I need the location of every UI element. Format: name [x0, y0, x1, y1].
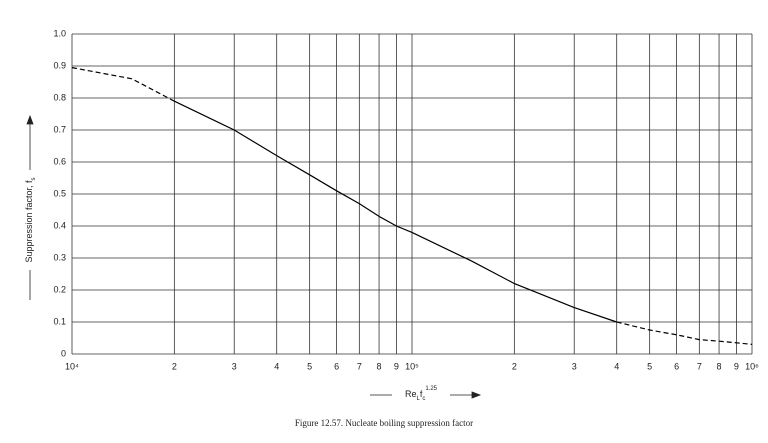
y-axis-label-part: s — [31, 177, 37, 180]
x-tick-label: 3 — [232, 361, 237, 371]
x-tick-label: 5 — [647, 361, 652, 371]
y-tick-label: 0.5 — [53, 188, 66, 198]
x-tick-label: 7 — [697, 361, 702, 371]
curve — [616, 321, 753, 345]
curve — [174, 100, 617, 323]
x-tick-label: 10⁴ — [65, 361, 79, 371]
y-tick-label: 0.4 — [53, 220, 66, 230]
y-axis-label: Suppression factor, fs — [24, 177, 36, 262]
x-tick-label: 4 — [274, 361, 279, 371]
y-tick-label: 0.7 — [53, 124, 66, 134]
x-tick-label: 8 — [717, 361, 722, 371]
x-tick-label: 10⁶ — [745, 361, 759, 371]
y-tick-label: 0.8 — [53, 92, 66, 102]
x-tick-label: 8 — [377, 361, 382, 371]
caption: Figure 12.57. Nucleate boiling suppressi… — [295, 418, 473, 428]
x-axis-label-part: 1.25 — [425, 386, 437, 392]
x-tick-label: 6 — [674, 361, 679, 371]
x-axis-label-part: Re — [405, 389, 417, 399]
y-axis-arrow — [26, 114, 34, 300]
y-tick-label: 0 — [61, 348, 66, 358]
y-tick-label: 0.6 — [53, 156, 66, 166]
x-tick-label: 3 — [572, 361, 577, 371]
x-axis-arrow — [370, 391, 482, 399]
y-tick-label: 0.1 — [53, 316, 66, 326]
x-tick-label: 2 — [512, 361, 517, 371]
y-tick-label: 0.3 — [53, 252, 66, 262]
x-tick-label: 5 — [307, 361, 312, 371]
y-tick-label: 1.0 — [53, 28, 66, 38]
x-tick-label: 10⁵ — [405, 361, 419, 371]
x-axis-label-part: L — [416, 396, 420, 402]
x-tick-label: 9 — [734, 361, 739, 371]
x-tick-label: 6 — [334, 361, 339, 371]
y-axis-label-part: Suppression factor, f — [24, 180, 34, 263]
y-tick-label: 0.2 — [53, 284, 66, 294]
x-tick-label: 9 — [394, 361, 399, 371]
curve — [71, 67, 175, 102]
x-tick-label: 4 — [614, 361, 619, 371]
x-axis-label-part: f — [420, 389, 423, 399]
y-tick-label: 0.9 — [53, 60, 66, 70]
x-axis-label-part: c — [422, 396, 425, 402]
x-tick-label: 2 — [172, 361, 177, 371]
x-axis-label: ReLfc1.25 — [405, 386, 438, 402]
x-tick-label: 7 — [357, 361, 362, 371]
